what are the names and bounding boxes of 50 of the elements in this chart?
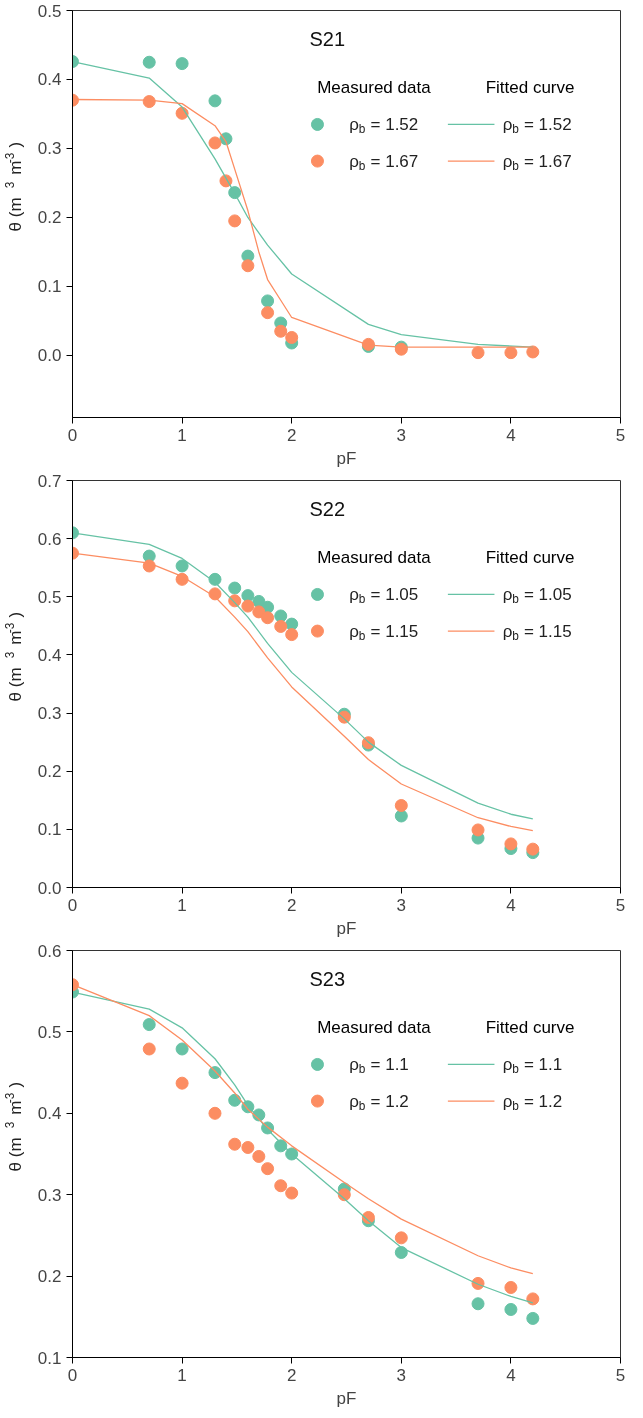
x-tick-label: 5 [615,895,626,915]
legend-title: Measured data [317,548,432,568]
x-tick-label: 2 [286,895,297,915]
x-tick-label: 5 [615,425,626,445]
y-tick-label: 0.2 [37,1267,62,1287]
y-tick-label: 0.4 [37,70,62,90]
annotation: Fitted curve [485,1018,575,1038]
x-tick-label: 0 [67,1365,78,1385]
x-tick-label: 2 [286,425,297,445]
y-tick-label: 0.6 [37,941,62,961]
x-tick-label: 5 [615,1365,626,1385]
x-tick-label: 4 [506,425,516,445]
y-tick-label: 0.1 [37,820,62,840]
y-tick-label: 0.4 [37,645,62,665]
x-tick-label: 0 [67,895,78,915]
x-tick-label: 4 [506,895,516,915]
y-tick-label: 0.1 [37,1348,62,1368]
y-tick-label: 0.5 [37,1,62,21]
x-tick-label: 3 [396,425,407,445]
y-tick-label: 0.2 [37,208,62,228]
y-tick-label: 0.1 [37,277,62,297]
y-tick-label: 0.3 [37,1185,62,1205]
y-tick-label: 0.6 [37,529,62,549]
x-tick-label: 2 [286,1365,297,1385]
y-tick-label: 0.7 [37,471,62,491]
y-tick-label: 0.0 [37,878,62,898]
y-tick-label: 0.3 [37,704,62,724]
text: S23 [309,967,346,990]
x-tick-label: 1 [177,425,187,445]
legend-title: Measured data [317,78,432,98]
annotation: Fitted curve [485,78,575,98]
x-axis-title: pF [336,1388,357,1408]
x-tick-label: 3 [396,895,407,915]
y-tick-label: 0.2 [37,762,62,782]
y-tick-label: 0.4 [37,1104,62,1124]
legend-title: Measured data [317,1018,432,1038]
y-tick-label: 0.3 [37,139,62,159]
y-tick-label: 0.5 [37,587,62,607]
text: S21 [309,27,346,50]
y-tick-label: 0.0 [37,346,62,366]
x-axis-title: pF [336,448,357,468]
x-tick-label: 1 [177,1365,187,1385]
x-tick-label: 4 [506,1365,516,1385]
x-tick-label: 0 [67,425,78,445]
text: S22 [309,497,346,520]
x-axis-title: pF [336,918,357,938]
x-tick-label: 1 [177,895,187,915]
y-tick-label: 0.5 [37,1022,62,1042]
x-tick-label: 3 [396,1365,407,1385]
annotation: Fitted curve [485,548,575,568]
